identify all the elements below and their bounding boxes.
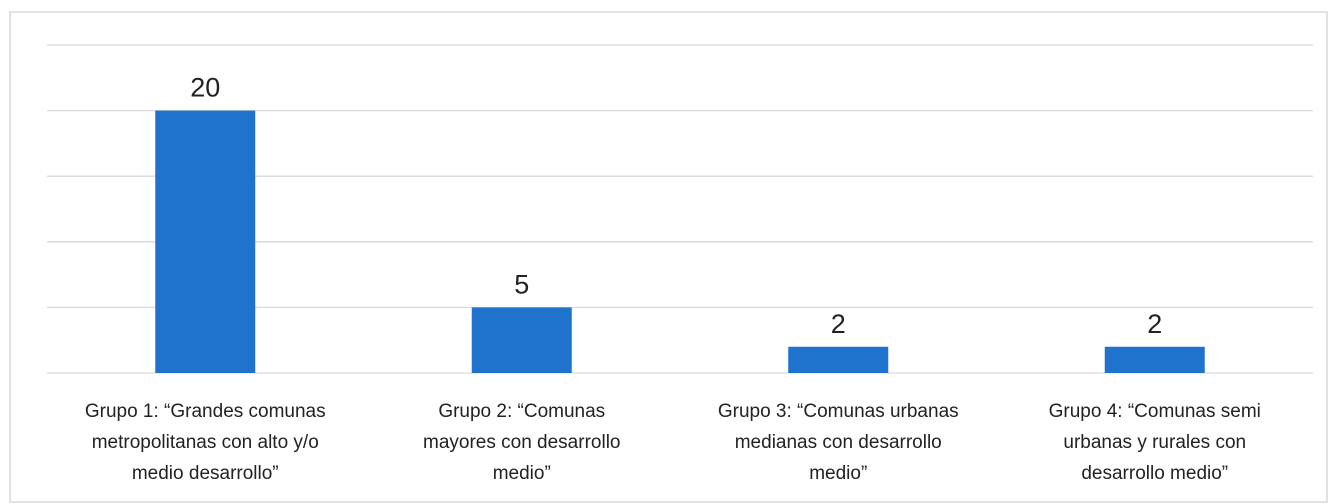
x-tick-label: Grupo 2: “Comunas mayores con desarrollo m…	[423, 401, 620, 484]
x-tick-label-line: Grupo 3: “Comunas urbanas	[718, 401, 959, 422]
x-tick-label-line: Grupo 2: “Comunas	[438, 401, 605, 422]
x-tick-label: Grupo 4: “Comunas semi urbanas y rurales …	[1049, 401, 1261, 484]
data-label: 2	[1147, 309, 1162, 339]
x-tick-label-line: medio”	[493, 463, 551, 484]
x-tick-label-line: medianas con desarrollo	[735, 432, 942, 453]
data-label: 20	[190, 73, 220, 103]
bar	[471, 307, 572, 373]
x-tick-label-line: mayores con desarrollo	[423, 432, 620, 453]
x-tick-label-line: urbanas y rurales con	[1063, 432, 1246, 453]
bar	[788, 346, 889, 373]
x-tick-label-line: metropolitanas con alto y/o	[92, 432, 319, 453]
x-tick-label: Grupo 1: “Grandes comunas metropolitanas …	[85, 401, 326, 484]
x-tick-label-line: medio desarrollo”	[132, 463, 279, 484]
x-tick-label-line: medio”	[809, 463, 867, 484]
x-tick-label-line: desarrollo medio”	[1081, 463, 1228, 484]
x-tick-label-line: Grupo 4: “Comunas semi	[1049, 401, 1261, 422]
data-label: 2	[831, 309, 846, 339]
x-tick-label-line: Grupo 1: “Grandes comunas	[85, 401, 326, 422]
bar	[155, 110, 256, 373]
bar	[1104, 346, 1205, 373]
x-tick-label: Grupo 3: “Comunas urbanas medianas con de…	[718, 401, 959, 484]
data-label: 5	[514, 269, 529, 299]
